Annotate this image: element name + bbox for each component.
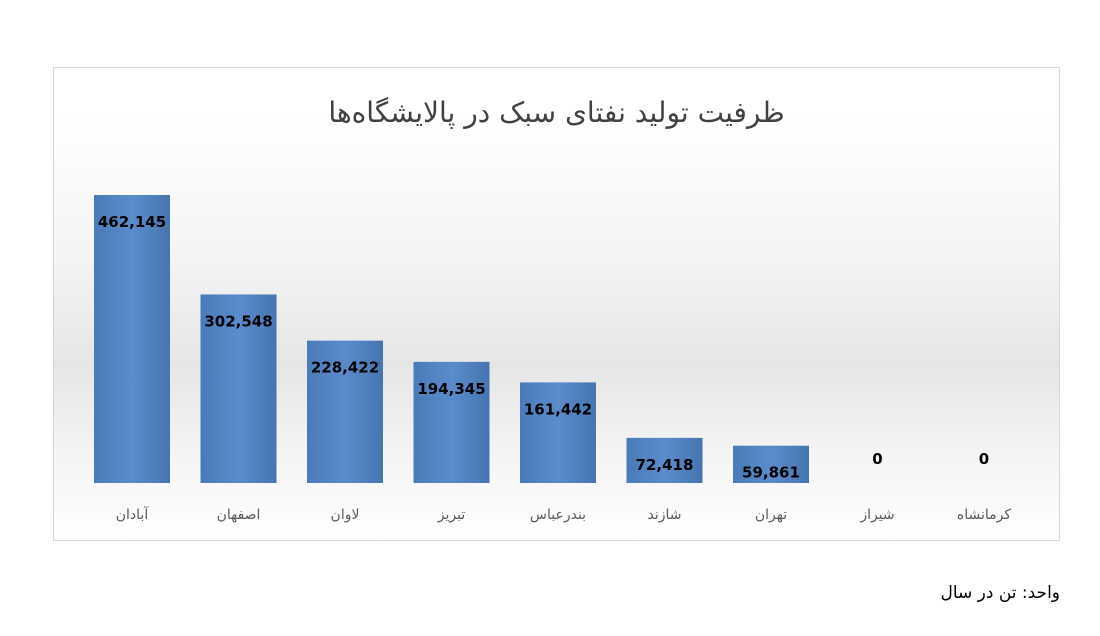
category-label-4: بندرعباس (530, 507, 586, 523)
category-labels-layer: آبادان اصفهان لاوان تبریز بندرعباس شازند تهران… (116, 506, 1012, 523)
bar-2 (307, 340, 383, 483)
bars-layer (94, 195, 809, 483)
value-label-3: 194,345 (417, 380, 485, 398)
value-labels-layer: 462,145 302,548 228,422 194,345 161,442 72,41… (98, 213, 989, 482)
value-label-5: 72,418 (636, 456, 694, 474)
category-label-2: لاوان (331, 507, 360, 523)
value-label-0: 462,145 (98, 213, 166, 231)
bar-6 (733, 445, 809, 483)
bar-3 (413, 361, 490, 483)
bar-4 (520, 382, 596, 483)
chart-title: ظرفیت تولید نفتای سبک در پالایشگاه‌ها (328, 96, 785, 129)
category-label-7: شیراز (859, 507, 894, 523)
value-label-8: 0 (979, 450, 989, 468)
bar-1 (200, 294, 277, 483)
category-label-3: تبریز (437, 507, 466, 523)
bar-5 (626, 437, 703, 483)
bar-0 (94, 195, 170, 483)
value-label-2: 228,422 (311, 359, 379, 377)
value-label-6: 59,861 (742, 464, 800, 482)
category-label-0: آبادان (116, 506, 150, 523)
category-label-8: کرمانشاه (957, 507, 1011, 523)
category-label-5: شازند (647, 507, 681, 523)
value-label-4: 161,442 (524, 400, 592, 418)
category-label-6: تهران (755, 507, 787, 523)
value-label-7: 0 (872, 450, 882, 468)
unit-note: واحد: تن در سال (940, 583, 1060, 603)
chart-frame: ظرفیت تولید نفتای سبک در پالایشگاه‌ها 46… (53, 67, 1060, 541)
value-label-1: 302,548 (204, 312, 272, 330)
category-label-1: اصفهان (217, 507, 261, 523)
bar-chart-plot: 462,145 302,548 228,422 194,345 161,442 72,41… (94, 195, 1012, 523)
